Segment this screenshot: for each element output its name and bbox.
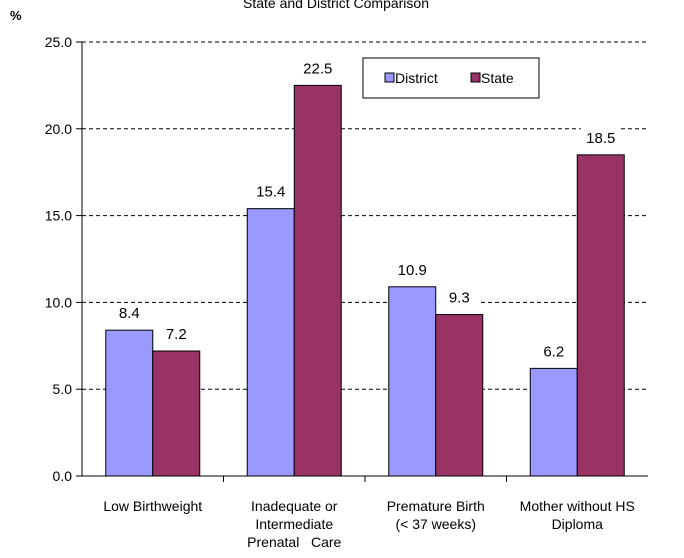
x-category-label: (< 37 weeks) — [395, 516, 476, 532]
x-category-label: Inadequate or — [251, 498, 338, 514]
data-label-bg — [439, 287, 480, 308]
legend-swatch-district — [384, 72, 395, 83]
data-label-bg — [533, 341, 574, 362]
bar-district — [388, 286, 437, 477]
data-label-bg — [250, 181, 291, 202]
x-category-label: Mother without HS — [520, 498, 635, 514]
data-label: 22.5 — [303, 60, 332, 77]
chart-title: State and District Comparison — [243, 0, 429, 11]
y-tick-label: 20.0 — [45, 121, 72, 137]
bar-state — [152, 350, 201, 477]
x-category-label: Diploma — [552, 516, 604, 532]
data-label: 8.4 — [119, 305, 140, 322]
data-label: 18.5 — [586, 130, 615, 147]
x-category-label: Premature Birth — [387, 498, 485, 514]
data-label-bg — [109, 303, 150, 324]
data-label-bg — [580, 127, 621, 148]
data-label-bg — [392, 259, 433, 280]
data-label: 6.2 — [543, 343, 564, 360]
y-tick-label: 10.0 — [45, 294, 72, 310]
legend: District State — [362, 57, 540, 99]
bar-district — [529, 367, 578, 477]
legend-label-state: State — [481, 70, 514, 86]
bar-state — [435, 314, 484, 477]
bar-district — [105, 329, 154, 477]
data-label: 10.9 — [398, 262, 427, 279]
y-tick-label: 25.0 — [45, 34, 72, 50]
legend-swatch-state — [470, 72, 481, 83]
y-tick-label: 0.0 — [53, 468, 73, 484]
labels: State and District Comparison% 0.0 5.0 10.0… — [10, 0, 635, 550]
axes — [76, 41, 648, 482]
data-label-bg — [156, 324, 197, 345]
data-label-bg — [297, 58, 338, 79]
bar-state — [293, 84, 342, 477]
y-tick-label: 15.0 — [45, 208, 72, 224]
x-category-label: Prenatal Care — [247, 534, 341, 550]
data-label: 7.2 — [166, 326, 187, 343]
bar-state — [576, 154, 625, 477]
legend-label-district: District — [395, 70, 438, 86]
y-tick-label: 5.0 — [53, 381, 73, 397]
data-label: 9.3 — [449, 290, 470, 307]
data-label: 15.4 — [256, 184, 285, 201]
bars — [105, 84, 625, 477]
x-category-label: Intermediate — [255, 516, 333, 532]
bar-district — [246, 208, 295, 477]
y-axis-unit-label: % — [10, 8, 22, 23]
x-category-label: Low Birthweight — [103, 498, 202, 514]
